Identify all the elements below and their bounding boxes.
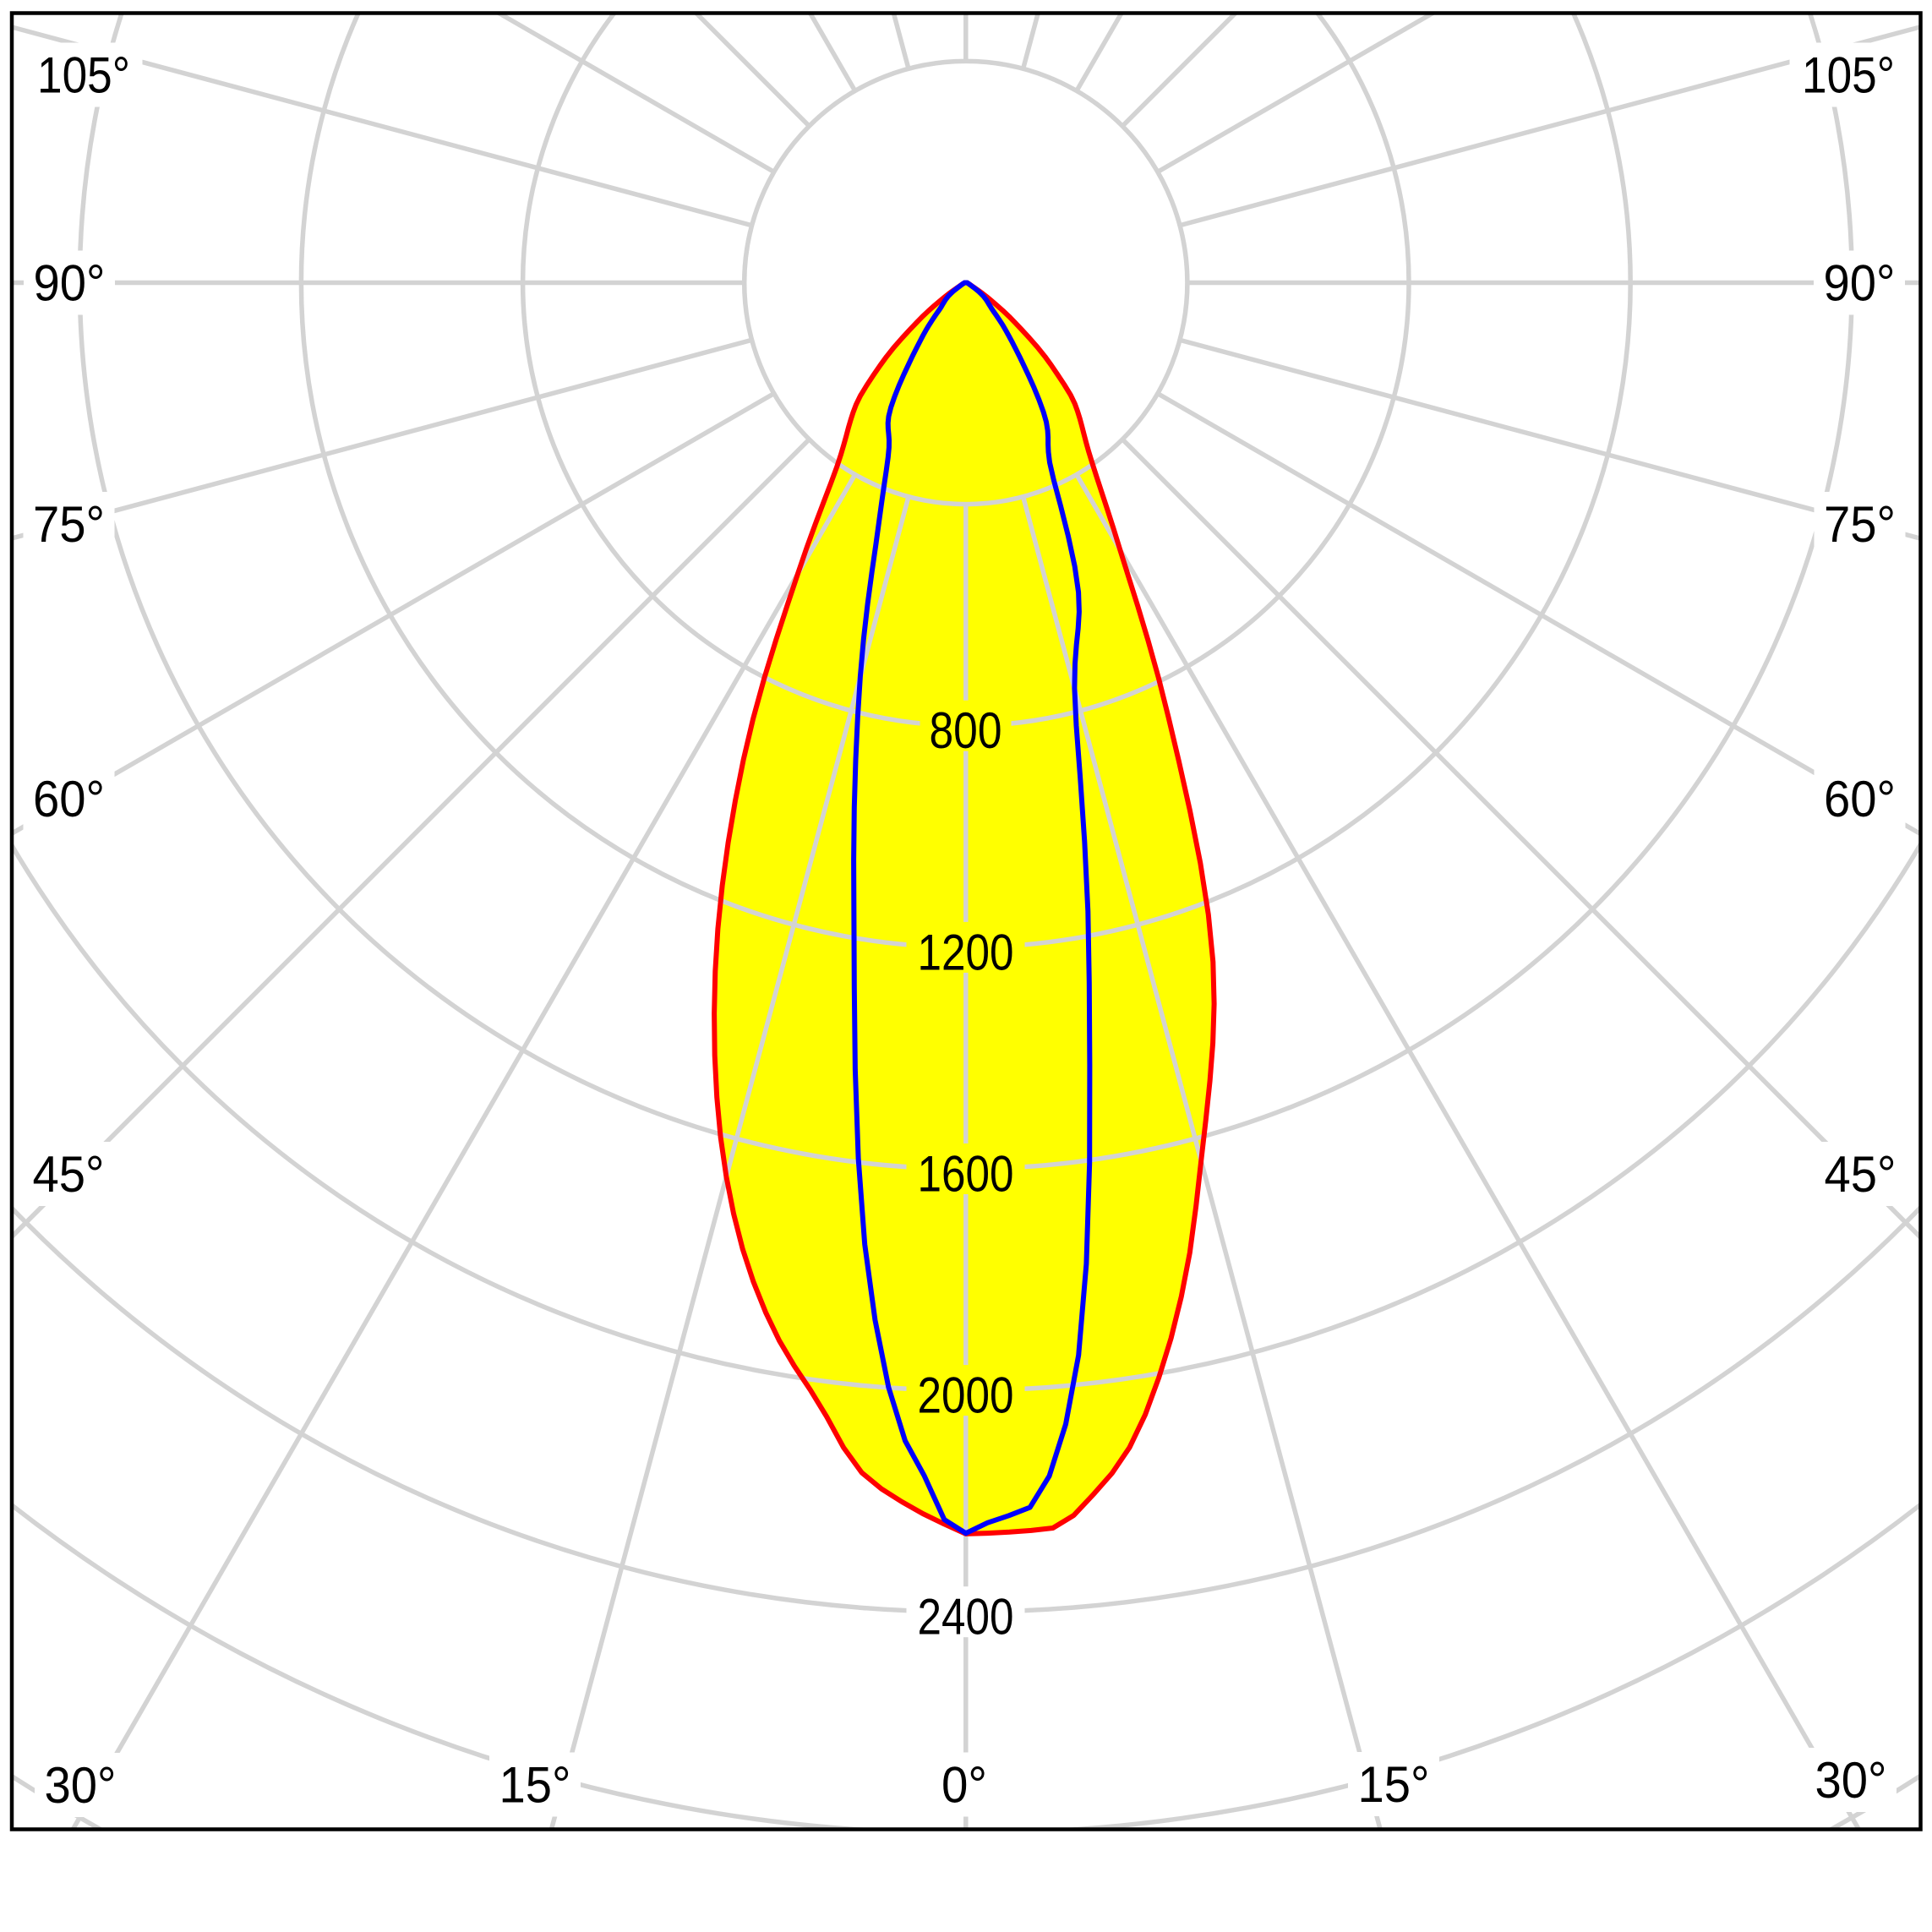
svg-text:45°: 45° bbox=[1825, 1146, 1897, 1203]
svg-text:60°: 60° bbox=[33, 771, 105, 827]
svg-text:15°: 15° bbox=[1358, 1756, 1430, 1813]
svg-text:30°: 30° bbox=[45, 1757, 117, 1814]
svg-text:2000: 2000 bbox=[918, 1367, 1014, 1424]
svg-text:75°: 75° bbox=[33, 496, 105, 553]
svg-text:1200: 1200 bbox=[918, 924, 1014, 980]
svg-text:30°: 30° bbox=[1815, 1752, 1887, 1809]
svg-text:1600: 1600 bbox=[918, 1146, 1014, 1203]
svg-text:75°: 75° bbox=[1824, 496, 1896, 553]
svg-text:45°: 45° bbox=[33, 1146, 105, 1203]
svg-text:0°: 0° bbox=[941, 1757, 987, 1814]
svg-text:90°: 90° bbox=[1824, 255, 1896, 312]
svg-text:105°: 105° bbox=[1802, 47, 1895, 104]
svg-text:15°: 15° bbox=[499, 1757, 571, 1814]
svg-text:2400: 2400 bbox=[918, 1589, 1014, 1645]
svg-text:60°: 60° bbox=[1824, 771, 1896, 827]
svg-text:800: 800 bbox=[930, 702, 1002, 759]
svg-text:90°: 90° bbox=[34, 255, 106, 312]
svg-text:105°: 105° bbox=[37, 47, 130, 104]
